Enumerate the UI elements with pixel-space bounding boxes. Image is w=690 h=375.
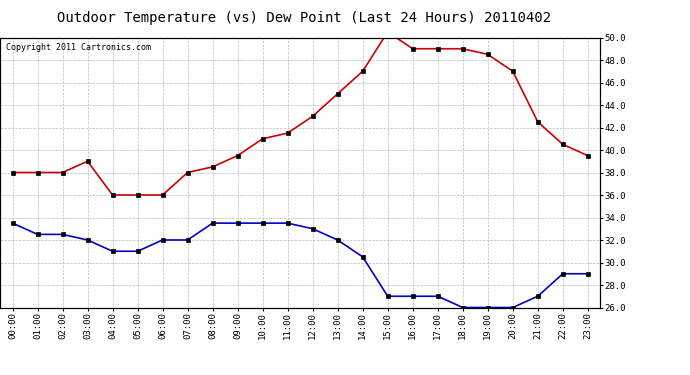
Text: Copyright 2011 Cartronics.com: Copyright 2011 Cartronics.com (6, 43, 151, 52)
Text: Outdoor Temperature (vs) Dew Point (Last 24 Hours) 20110402: Outdoor Temperature (vs) Dew Point (Last… (57, 11, 551, 25)
